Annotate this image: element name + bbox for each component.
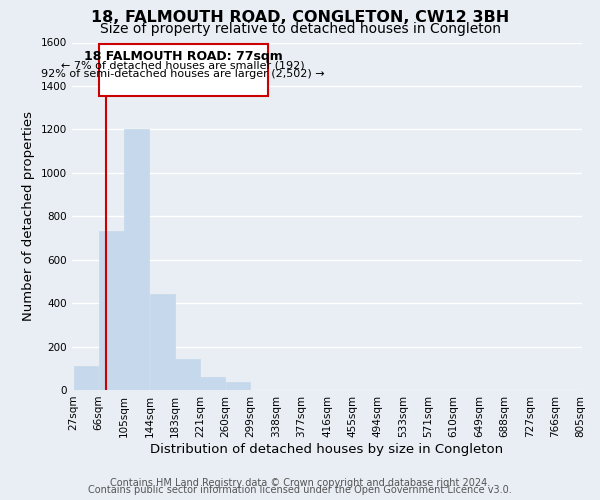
Y-axis label: Number of detached properties: Number of detached properties xyxy=(22,112,35,322)
Bar xyxy=(124,130,149,390)
Bar xyxy=(200,377,225,390)
Text: 92% of semi-detached houses are larger (2,502) →: 92% of semi-detached houses are larger (… xyxy=(41,69,325,79)
Bar xyxy=(226,382,250,390)
Bar xyxy=(99,232,124,390)
Bar xyxy=(74,366,98,390)
X-axis label: Distribution of detached houses by size in Congleton: Distribution of detached houses by size … xyxy=(151,442,503,456)
Bar xyxy=(150,294,175,390)
Bar xyxy=(175,358,200,390)
Text: 18, FALMOUTH ROAD, CONGLETON, CW12 3BH: 18, FALMOUTH ROAD, CONGLETON, CW12 3BH xyxy=(91,10,509,25)
Text: Size of property relative to detached houses in Congleton: Size of property relative to detached ho… xyxy=(100,22,500,36)
Text: Contains HM Land Registry data © Crown copyright and database right 2024.: Contains HM Land Registry data © Crown c… xyxy=(110,478,490,488)
Text: 18 FALMOUTH ROAD: 77sqm: 18 FALMOUTH ROAD: 77sqm xyxy=(84,50,283,63)
FancyBboxPatch shape xyxy=(99,44,268,96)
Text: Contains public sector information licensed under the Open Government Licence v3: Contains public sector information licen… xyxy=(88,485,512,495)
Text: ← 7% of detached houses are smaller (192): ← 7% of detached houses are smaller (192… xyxy=(61,61,305,71)
